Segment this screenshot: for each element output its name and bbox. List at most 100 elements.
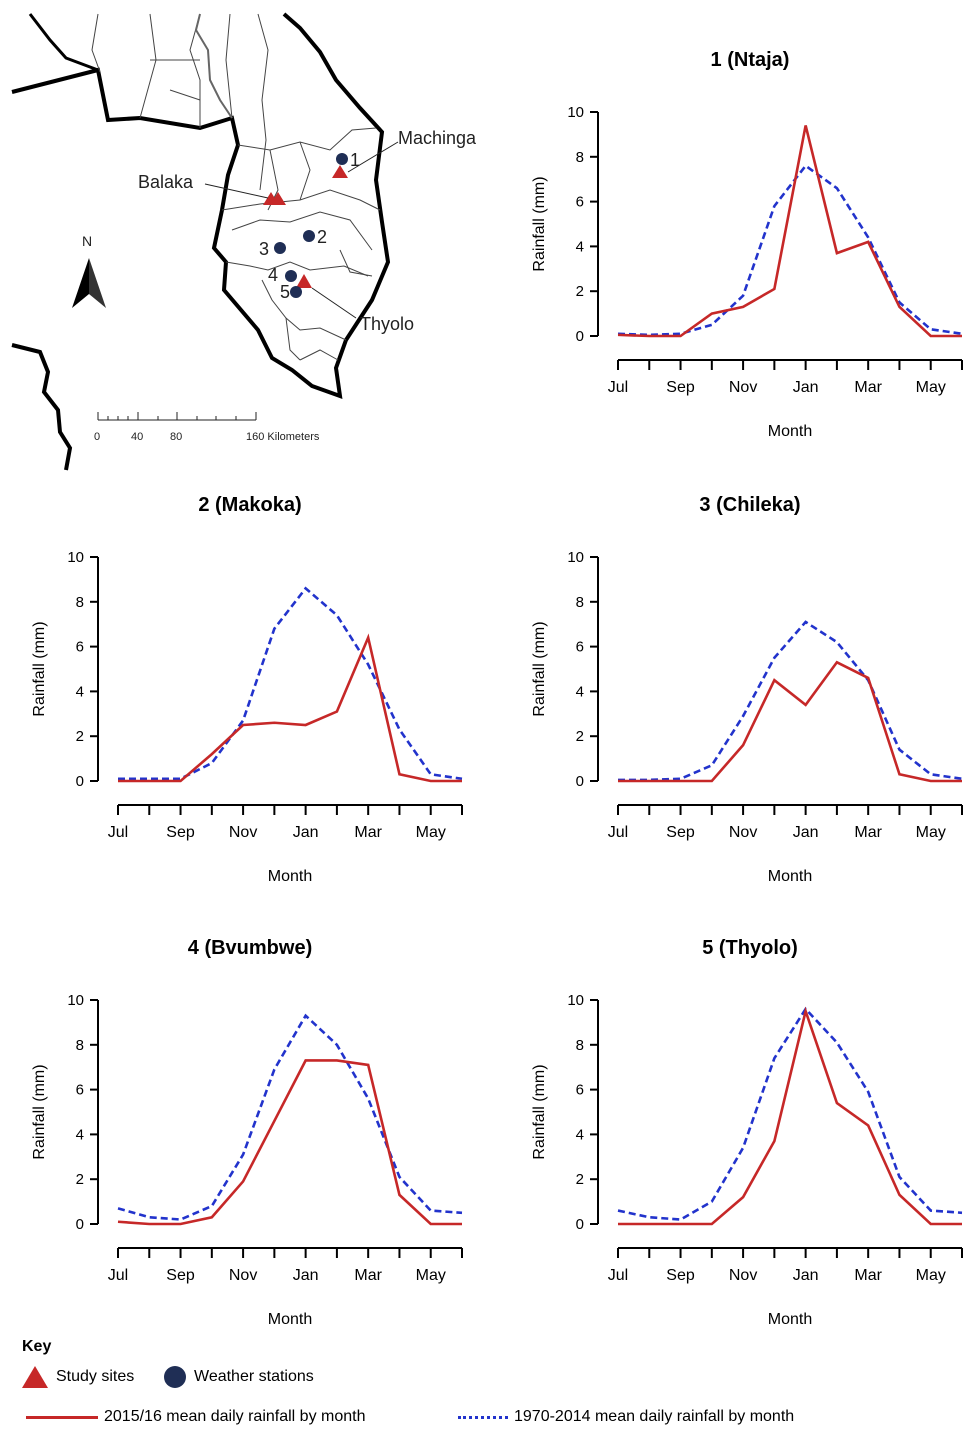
- scale-label-40: 40: [131, 431, 143, 443]
- x-tick-label: Mar: [854, 824, 882, 841]
- x-axis-label: Month: [768, 1311, 812, 1328]
- legend-series-1970: 1970-2014 mean daily rainfall by month: [458, 1408, 794, 1426]
- y-tick-label: 2: [76, 1171, 84, 1188]
- weather-station-marker-3: [274, 242, 286, 254]
- x-tick-label: Sep: [666, 824, 695, 841]
- y-tick-label: 4: [576, 238, 584, 255]
- study-site-marker-balaka-2: [270, 192, 286, 205]
- thyolo-leader: [311, 287, 357, 319]
- y-tick-label: 6: [576, 1082, 584, 1099]
- y-tick-label: 6: [576, 194, 584, 211]
- x-tick-label: May: [916, 824, 946, 841]
- legend-study-sites-label: Study sites: [56, 1368, 135, 1385]
- y-axis-label: Rainfall (mm): [31, 621, 48, 716]
- balaka-leader: [204, 183, 269, 199]
- y-axis-label: Rainfall (mm): [531, 1064, 548, 1159]
- chart-panel-makoka: 2 (Makoka) 0 2 4 6 8 10 Jul Sep Nov Jan Mar May Month…: [0, 475, 466, 920]
- y-tick-label: 0: [576, 1216, 584, 1233]
- y-tick-label: 2: [576, 1171, 584, 1188]
- y-axis-label: Rainfall (mm): [31, 1064, 48, 1159]
- x-tick-label: May: [416, 824, 446, 841]
- map-river: [194, 13, 233, 119]
- y-tick-label: 4: [76, 1126, 84, 1143]
- x-tick-label: Nov: [229, 1267, 257, 1284]
- chart-svg: 3 (Chileka) 0 2 4 6 8 10 Jul Sep Nov Jan Mar May Mont…: [531, 494, 963, 885]
- x-axis-label: Month: [768, 868, 812, 885]
- x-tick-label: Mar: [354, 824, 382, 841]
- chart-svg: 2 (Makoka) 0 2 4 6 8 10 Jul Sep Nov Jan Mar May Month…: [31, 494, 463, 885]
- x-tick-label: Jul: [108, 1267, 128, 1284]
- station-label-4: 4: [268, 265, 278, 285]
- y-tick-label: 0: [576, 328, 584, 345]
- chart-title: 2 (Makoka): [198, 494, 301, 516]
- x-axis-label: Month: [268, 1311, 312, 1328]
- scale-label-160: 160 Kilometers: [246, 431, 320, 443]
- y-tick-label: 8: [576, 1037, 584, 1054]
- legend-solid-line-swatch: [26, 1415, 98, 1419]
- series-line-1970-2014: [117, 1013, 463, 1221]
- legend-series-2015: 2015/16 mean daily rainfall by month: [26, 1408, 366, 1426]
- y-tick-label: 4: [576, 1126, 584, 1143]
- map-north-border: [28, 13, 99, 72]
- y-tick-label: 4: [576, 683, 584, 700]
- y-tick-label: 10: [67, 549, 84, 566]
- y-tick-label: 0: [76, 1216, 84, 1233]
- chart-title: 3 (Chileka): [699, 494, 800, 516]
- series-line-1970-2014: [617, 163, 963, 337]
- key-title: Key: [22, 1338, 52, 1355]
- legend-series-2015-label: 2015/16 mean daily rainfall by month: [104, 1408, 366, 1425]
- x-tick-label: Jan: [793, 1267, 819, 1284]
- series-line-1970-2014: [617, 1006, 963, 1221]
- x-tick-label: Jan: [293, 1267, 319, 1284]
- station-label-2: 2: [317, 227, 327, 247]
- series-line-2015-16: [618, 1006, 962, 1226]
- series-line-2015-16: [117, 1059, 462, 1226]
- y-tick-label: 10: [567, 104, 584, 121]
- scale-label-80: 80: [170, 431, 182, 443]
- y-tick-label: 8: [576, 149, 584, 166]
- legend-key: Key Study sites Weather stations 2015/16…: [18, 1338, 958, 1438]
- district-label-thyolo: Thyolo: [360, 314, 414, 334]
- y-tick-label: 10: [67, 992, 84, 1009]
- station-label-3: 3: [259, 239, 269, 259]
- y-tick-label: 10: [567, 992, 584, 1009]
- x-tick-label: Sep: [166, 1267, 195, 1284]
- y-tick-label: 6: [76, 1082, 84, 1099]
- north-label: N: [82, 233, 92, 249]
- x-tick-label: Sep: [666, 379, 695, 396]
- study-site-marker-thyolo: [296, 274, 312, 288]
- station-label-5: 5: [280, 282, 290, 302]
- y-tick-label: 6: [76, 639, 84, 656]
- x-tick-label: Jul: [608, 379, 628, 396]
- legend-series-1970-label: 1970-2014 mean daily rainfall by month: [514, 1408, 795, 1425]
- x-tick-label: Mar: [854, 1267, 882, 1284]
- y-tick-label: 2: [576, 728, 584, 745]
- y-tick-label: 8: [576, 594, 584, 611]
- chart-panel-thyolo: 5 (Thyolo) 0 2 4 6 8 10 Jul Sep Nov Jan Mar May Month…: [500, 918, 966, 1363]
- chart-panel-bvumbwe: 4 (Bvumbwe) 0 2 4 6 8 10 Jul Sep Nov Jan Mar May Mont…: [0, 918, 466, 1363]
- district-label-balaka: Balaka: [138, 172, 194, 192]
- y-tick-label: 8: [76, 1037, 84, 1054]
- y-tick-label: 4: [76, 683, 84, 700]
- map-west-border: [11, 343, 73, 471]
- chart-title: 5 (Thyolo): [702, 937, 798, 959]
- y-tick-label: 2: [76, 728, 84, 745]
- x-tick-label: Mar: [354, 1267, 382, 1284]
- x-tick-label: May: [916, 379, 946, 396]
- x-tick-label: Sep: [666, 1267, 695, 1284]
- x-tick-label: Nov: [729, 824, 757, 841]
- x-tick-label: May: [916, 1267, 946, 1284]
- x-tick-label: May: [416, 1267, 446, 1284]
- legend-weather-stations: Weather stations: [164, 1366, 314, 1388]
- series-line-1970-2014: [618, 620, 963, 782]
- x-tick-label: Mar: [854, 379, 882, 396]
- x-axis-label: Month: [268, 868, 312, 885]
- y-tick-label: 0: [76, 773, 84, 790]
- x-tick-label: Jan: [793, 379, 819, 396]
- y-tick-label: 6: [576, 639, 584, 656]
- location-map: 1 2 3 4 5 Machinga Balaka Thyolo N: [0, 0, 480, 480]
- legend-dashed-line-swatch: [458, 1415, 508, 1419]
- chart-svg: 1 (Ntaja) 0 2 4 6 8 10 Jul Sep Nov Jan Mar May Month R…: [531, 49, 963, 440]
- chart-panel-ntaja: 1 (Ntaja) 0 2 4 6 8 10 Jul Sep Nov Jan Mar May Month R…: [500, 30, 966, 475]
- x-tick-label: Sep: [166, 824, 195, 841]
